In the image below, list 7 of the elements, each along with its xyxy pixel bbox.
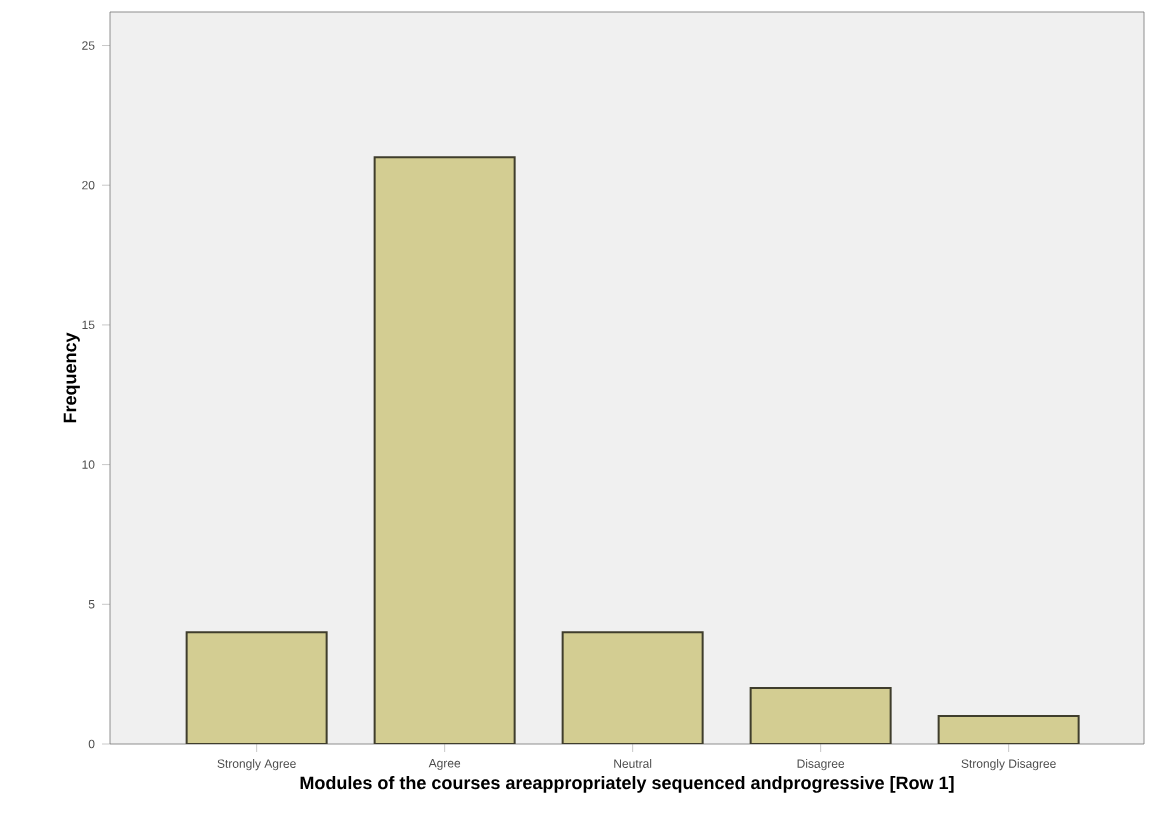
bar <box>373 156 516 744</box>
bar <box>937 715 1080 744</box>
bar <box>749 687 892 744</box>
bar <box>186 632 327 744</box>
y-axis-title: Frequency <box>63 332 80 423</box>
x-axis-title: Modules of the courses areappropriately sequenced andprogressive [Row 1] <box>300 775 954 793</box>
bar <box>561 631 704 744</box>
